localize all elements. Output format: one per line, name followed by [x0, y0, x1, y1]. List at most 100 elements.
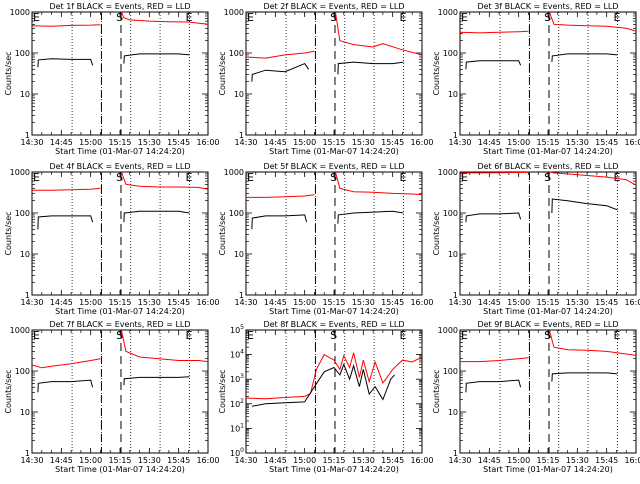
y-tick-label: 10	[20, 250, 30, 259]
event-marker-label: E	[461, 171, 468, 184]
plot-frame	[459, 11, 637, 136]
event-marker-label: S	[116, 171, 123, 184]
series-line-events	[123, 53, 190, 64]
series-line-lld	[120, 329, 209, 363]
x-tick-label: 15:00	[79, 456, 102, 465]
y-tick-label: 100	[15, 209, 30, 218]
plot-frame	[245, 329, 423, 454]
x-axis-label: Start Time (01-Mar-07 14:24:20)	[269, 147, 399, 156]
series-line-events	[251, 62, 310, 82]
panel-title: Det 3f BLACK = Events, RED = LLD	[477, 2, 618, 11]
event-marker-label: E	[247, 171, 254, 184]
series-line-events	[551, 372, 618, 382]
y-tick-label: 1	[239, 131, 244, 140]
x-tick-label: 16:00	[196, 138, 219, 147]
y-tick-exponent: 0	[240, 447, 244, 454]
y-tick-label: 101	[230, 422, 244, 433]
y-tick-label: 10	[20, 408, 30, 417]
plot-frame	[31, 329, 209, 454]
y-tick-label: 102	[230, 398, 244, 409]
plot-frame	[459, 171, 637, 296]
panel-2: Det 2f BLACK = Events, RED = LLD 1 10 100 10…	[218, 2, 434, 156]
x-tick-label: 16:00	[624, 456, 640, 465]
y-tick-base: 10	[230, 375, 240, 384]
x-tick-label: 14:30	[20, 138, 43, 147]
panel-title: Det 4f BLACK = Events, RED = LLD	[49, 162, 190, 171]
series-line-events	[337, 210, 404, 224]
series-line-events	[37, 58, 94, 68]
x-tick-label: 14:45	[478, 456, 501, 465]
y-tick-label: 1000	[438, 168, 458, 177]
series-line-lld	[120, 11, 209, 25]
x-tick-label: 14:30	[234, 298, 257, 307]
event-marker-label: E	[186, 171, 193, 184]
x-tick-label: 15:00	[507, 138, 530, 147]
y-tick-base: 10	[230, 449, 240, 458]
y-tick-label: 1000	[224, 8, 244, 17]
y-tick-base: 10	[230, 326, 240, 335]
y-axis-label: Counts/sec	[4, 211, 13, 255]
x-tick-label: 15:00	[293, 456, 316, 465]
event-marker-label: E	[614, 329, 621, 342]
y-tick-label: 1000	[438, 326, 458, 335]
y-tick-label: 100	[229, 49, 244, 58]
y-tick-label: 1	[453, 131, 458, 140]
x-tick-label: 14:45	[264, 138, 287, 147]
event-marker-label: S	[330, 11, 337, 24]
x-tick-label: 14:30	[234, 138, 257, 147]
series-line-lld	[246, 194, 315, 198]
panel-3: Det 3f BLACK = Events, RED = LLD 1 10 100 10…	[432, 2, 640, 156]
panel-title: Det 6f BLACK = Events, RED = LLD	[477, 162, 618, 171]
series-line-events	[337, 61, 404, 75]
x-tick-label: 15:45	[595, 138, 618, 147]
y-tick-label: 10	[448, 408, 458, 417]
series-line-events	[251, 362, 395, 407]
y-tick-label: 1	[239, 291, 244, 300]
x-axis-label: Start Time (01-Mar-07 14:24:20)	[55, 307, 185, 316]
x-tick-label: 14:45	[50, 298, 73, 307]
x-axis-label: Start Time (01-Mar-07 14:24:20)	[269, 465, 399, 474]
y-tick-label: 100	[229, 209, 244, 218]
panel-title: Det 5f BLACK = Events, RED = LLD	[263, 162, 404, 171]
y-axis-label: Counts/sec	[218, 51, 227, 95]
y-tick-exponent: 5	[240, 324, 244, 331]
x-tick-label: 14:45	[478, 138, 501, 147]
x-axis-label: Start Time (01-Mar-07 14:24:20)	[483, 465, 613, 474]
panel-title: Det 8f BLACK = Events, RED = LLD	[263, 320, 404, 329]
x-tick-label: 15:00	[79, 138, 102, 147]
x-tick-label: 16:00	[410, 138, 433, 147]
x-tick-label: 15:15	[536, 298, 559, 307]
panel-title: Det 2f BLACK = Events, RED = LLD	[263, 2, 404, 11]
x-tick-label: 15:45	[381, 298, 404, 307]
panel-1: Det 1f BLACK = Events, RED = LLD 1 10 100 10…	[4, 2, 220, 156]
event-marker-label: E	[400, 171, 407, 184]
series-line-events	[551, 53, 618, 63]
x-tick-label: 14:30	[234, 456, 257, 465]
y-tick-label: 1	[25, 291, 30, 300]
x-tick-label: 15:45	[167, 298, 190, 307]
series-line-lld	[334, 11, 423, 56]
x-axis-label: Start Time (01-Mar-07 14:24:20)	[55, 465, 185, 474]
event-marker-label: E	[33, 11, 40, 24]
y-tick-exponent: 1	[240, 422, 244, 429]
series-line-events	[465, 60, 522, 70]
y-tick-label: 1000	[438, 8, 458, 17]
series-line-lld	[548, 329, 637, 356]
y-tick-label: 103	[230, 373, 244, 384]
x-tick-label: 14:30	[448, 298, 471, 307]
event-marker-label: E	[186, 11, 193, 24]
panel-title: Det 7f BLACK = Events, RED = LLD	[49, 320, 190, 329]
x-axis-label: Start Time (01-Mar-07 14:24:20)	[483, 147, 613, 156]
series-line-lld	[31, 358, 101, 369]
event-marker-label: S	[116, 11, 123, 24]
x-tick-label: 15:00	[507, 298, 530, 307]
y-tick-exponent: 4	[240, 349, 244, 356]
y-tick-label: 100	[443, 367, 458, 376]
y-axis-label: Counts/sec	[4, 369, 13, 413]
event-marker-label: E	[400, 11, 407, 24]
series-line-events	[465, 212, 522, 223]
y-tick-label: 104	[230, 349, 244, 360]
series-line-lld	[459, 30, 529, 34]
panel-9: Det 9f BLACK = Events, RED = LLD 1 10 100 10…	[432, 320, 640, 474]
